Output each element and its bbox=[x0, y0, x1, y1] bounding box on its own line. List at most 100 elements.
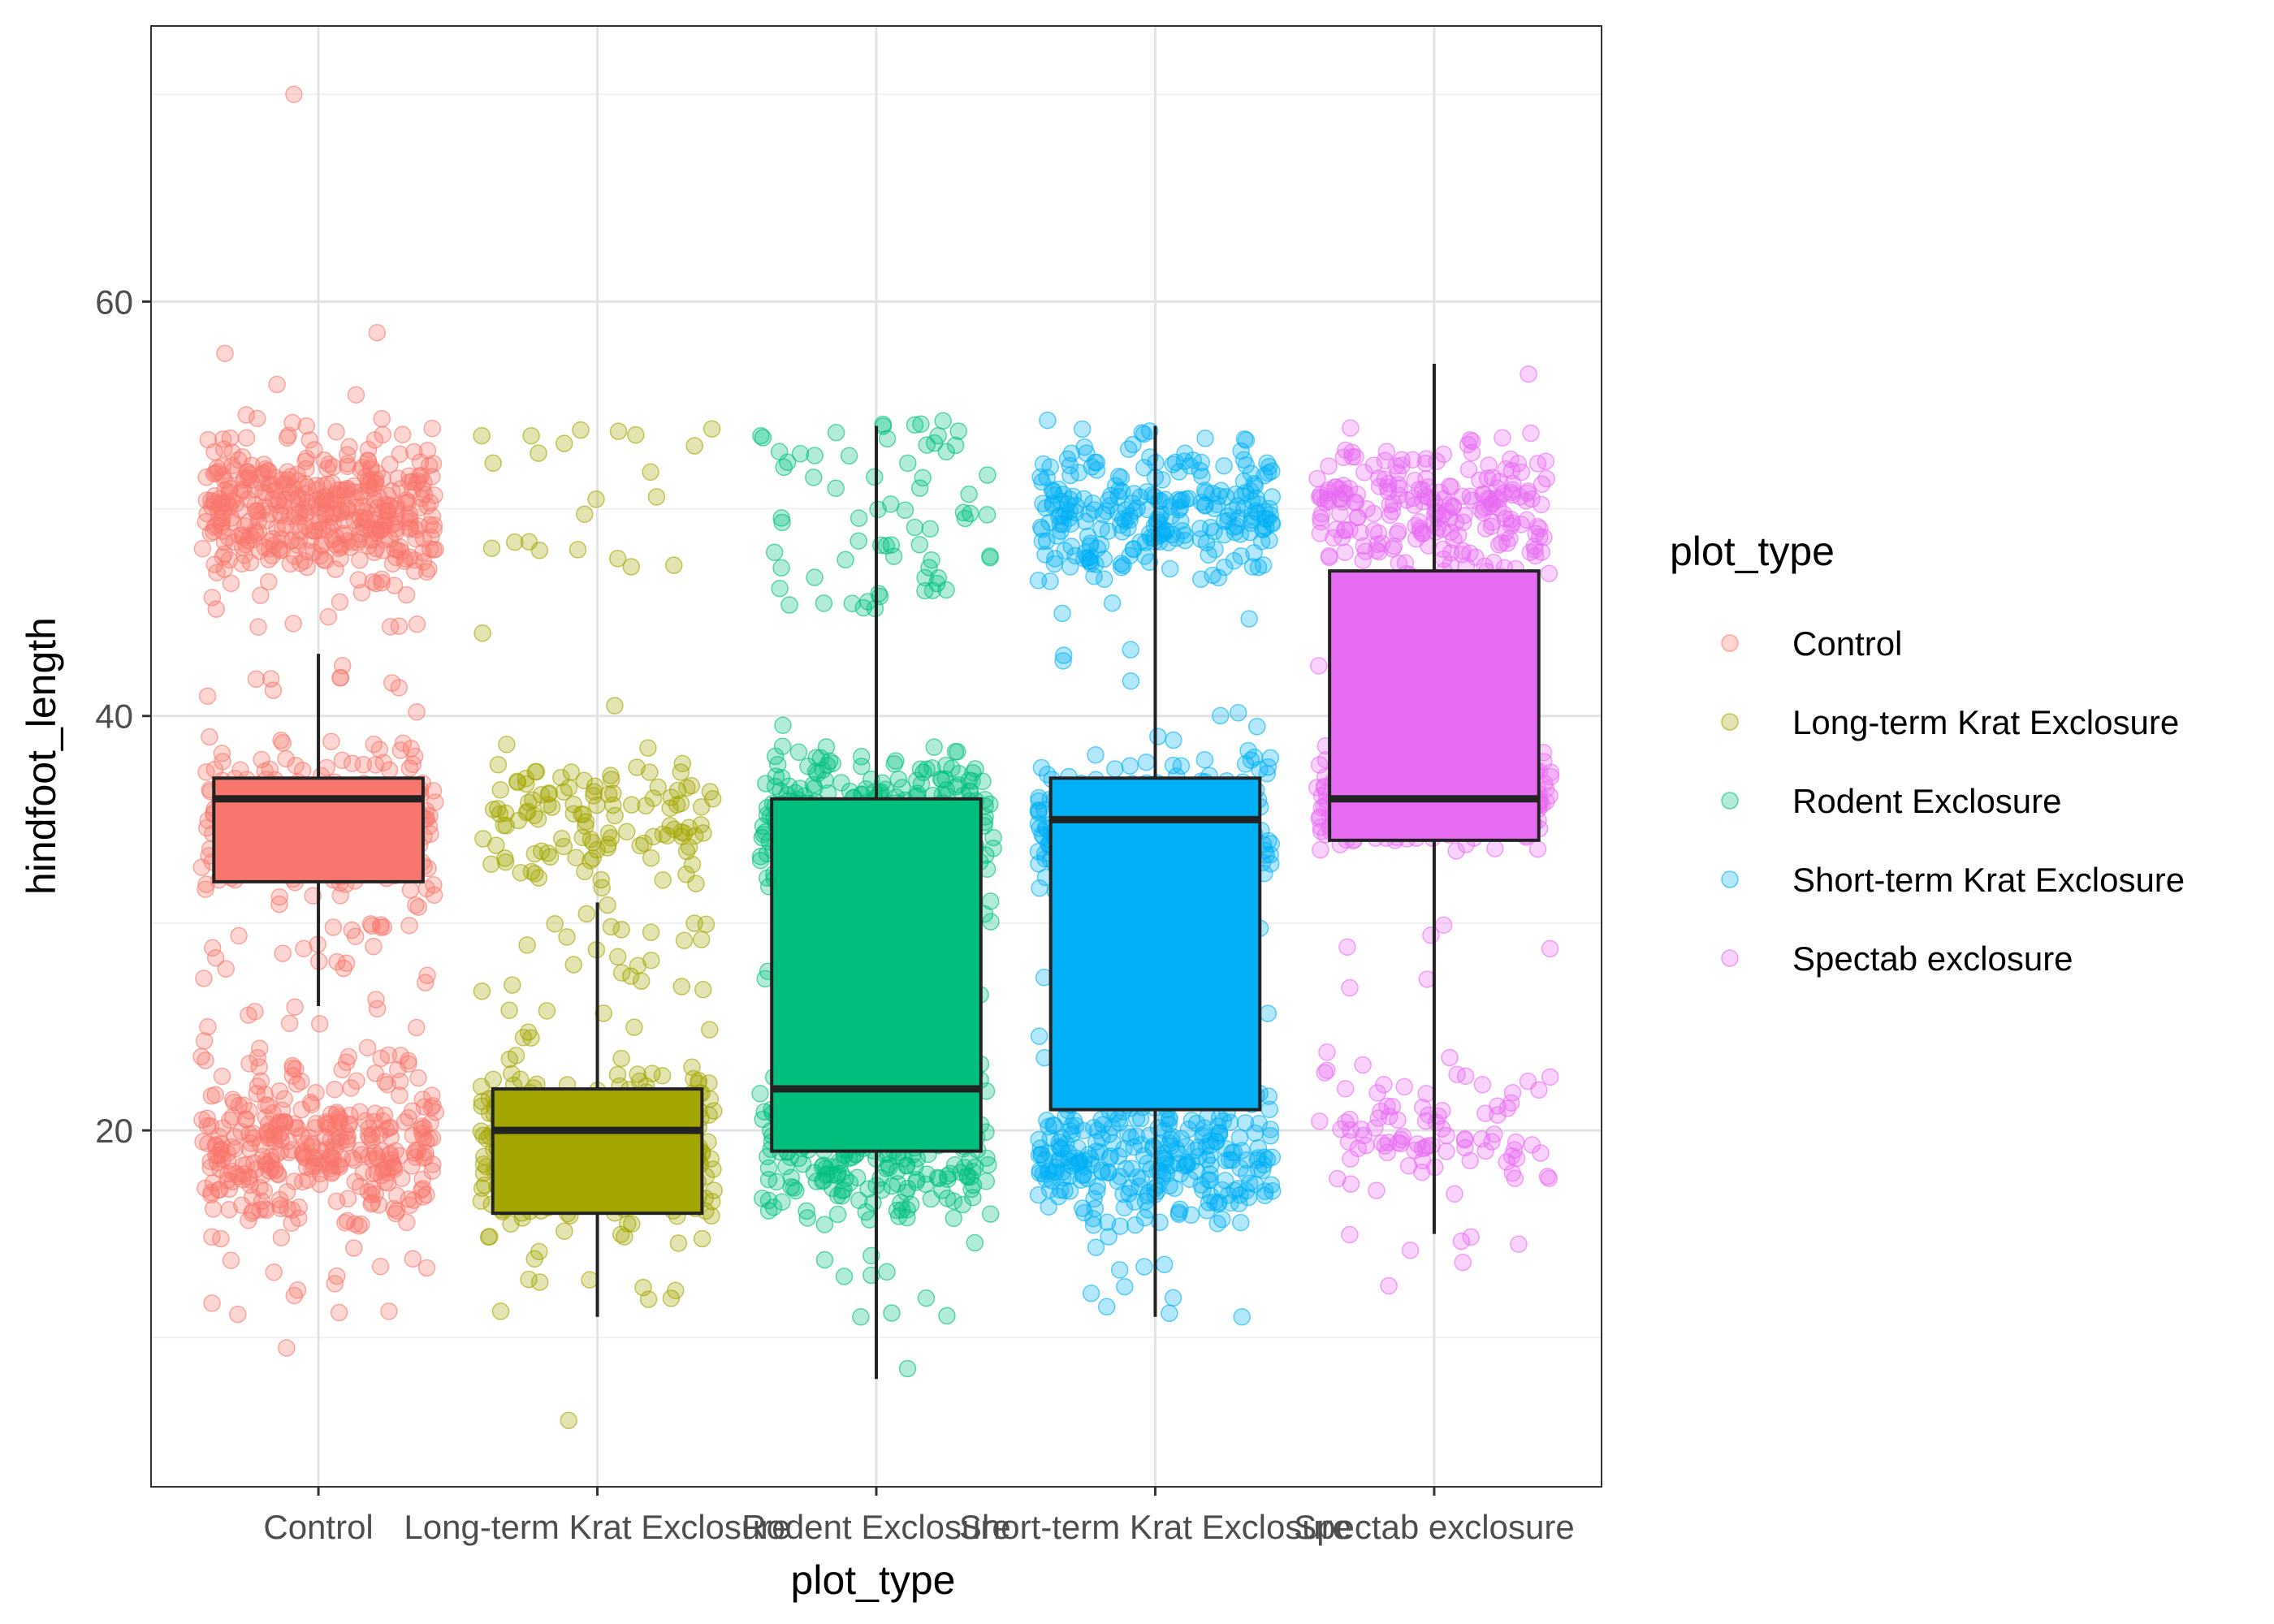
data-point bbox=[394, 734, 413, 752]
data-point bbox=[606, 806, 624, 825]
data-point bbox=[1240, 610, 1258, 628]
data-point bbox=[405, 1144, 424, 1162]
data-point bbox=[1148, 1176, 1167, 1194]
data-point bbox=[884, 547, 903, 565]
data-point bbox=[1099, 1164, 1118, 1182]
data-point bbox=[827, 479, 845, 498]
data-point bbox=[593, 879, 611, 897]
data-point bbox=[576, 862, 594, 881]
data-point bbox=[391, 538, 409, 556]
data-point bbox=[602, 918, 620, 936]
data-point bbox=[560, 1411, 577, 1430]
data-point bbox=[330, 1303, 348, 1322]
data-point bbox=[407, 529, 425, 548]
data-point bbox=[1473, 485, 1492, 503]
data-point bbox=[1062, 444, 1081, 463]
legend-label: Control bbox=[1792, 624, 1902, 663]
data-point bbox=[212, 1146, 231, 1164]
data-point bbox=[1452, 1232, 1471, 1250]
data-point bbox=[202, 1087, 221, 1105]
data-point bbox=[768, 755, 787, 774]
data-point bbox=[223, 456, 241, 474]
data-point bbox=[199, 1017, 217, 1036]
y-tick-label: 60 bbox=[95, 283, 133, 321]
data-point bbox=[1368, 1181, 1386, 1199]
data-point bbox=[216, 344, 234, 362]
data-point bbox=[1498, 1153, 1515, 1171]
data-point bbox=[474, 1155, 493, 1173]
data-point bbox=[1061, 558, 1079, 576]
data-point bbox=[923, 759, 941, 777]
data-point bbox=[1327, 520, 1346, 538]
data-point bbox=[322, 1131, 339, 1149]
data-point bbox=[237, 429, 256, 447]
data-point bbox=[866, 468, 884, 486]
data-point bbox=[1212, 482, 1230, 500]
data-point bbox=[214, 548, 232, 566]
data-point bbox=[673, 754, 692, 773]
data-point bbox=[203, 1294, 221, 1312]
data-point bbox=[278, 1339, 296, 1357]
data-point bbox=[249, 409, 266, 428]
data-point bbox=[1237, 431, 1256, 449]
data-point bbox=[532, 842, 551, 861]
data-point bbox=[270, 492, 287, 511]
data-point bbox=[339, 1047, 357, 1066]
data-point bbox=[365, 735, 383, 754]
data-point bbox=[672, 823, 690, 841]
data-point bbox=[677, 866, 695, 883]
data-point bbox=[918, 1165, 936, 1183]
data-point bbox=[1066, 503, 1085, 522]
legend-key-3 bbox=[1721, 792, 1739, 810]
data-point bbox=[1079, 1146, 1098, 1164]
data-point bbox=[1055, 646, 1073, 664]
data-point bbox=[270, 888, 288, 906]
data-point bbox=[391, 1086, 409, 1104]
data-point bbox=[359, 1182, 378, 1201]
data-point bbox=[703, 1192, 721, 1211]
data-point bbox=[1320, 457, 1338, 475]
data-point bbox=[489, 756, 508, 774]
data-point bbox=[310, 1015, 329, 1033]
data-point bbox=[642, 923, 660, 941]
data-point bbox=[552, 830, 571, 848]
data-point bbox=[335, 481, 353, 499]
data-point bbox=[401, 510, 419, 528]
data-point bbox=[1351, 523, 1370, 542]
data-point bbox=[824, 1179, 841, 1198]
x-tick-label: Spectab exclosure bbox=[1294, 1508, 1575, 1546]
data-point bbox=[1161, 1304, 1178, 1323]
data-point bbox=[1478, 469, 1497, 487]
data-point bbox=[1472, 1129, 1491, 1148]
data-point bbox=[473, 1097, 491, 1115]
data-point bbox=[697, 915, 715, 934]
data-point bbox=[351, 551, 369, 569]
data-point bbox=[1231, 1213, 1250, 1232]
data-point bbox=[639, 739, 657, 757]
data-point bbox=[1532, 495, 1550, 514]
data-point bbox=[1502, 1094, 1520, 1112]
data-point bbox=[417, 1148, 435, 1166]
data-point bbox=[413, 1091, 432, 1108]
data-point bbox=[1205, 499, 1223, 517]
data-point bbox=[351, 508, 370, 527]
data-point bbox=[625, 1018, 643, 1036]
data-point bbox=[295, 939, 313, 957]
data-point bbox=[237, 406, 255, 424]
data-point bbox=[1249, 558, 1268, 577]
data-point bbox=[388, 541, 407, 559]
data-point bbox=[253, 750, 270, 769]
data-point bbox=[1172, 1129, 1191, 1148]
data-point bbox=[479, 1228, 498, 1246]
data-point bbox=[1337, 441, 1355, 460]
data-point bbox=[472, 1078, 491, 1095]
data-point bbox=[372, 1049, 390, 1068]
data-point bbox=[519, 802, 537, 820]
data-point bbox=[1085, 1190, 1103, 1208]
data-point bbox=[1261, 1127, 1280, 1145]
data-point bbox=[685, 437, 703, 455]
data-point bbox=[293, 762, 312, 780]
y-tick-label: 40 bbox=[95, 698, 133, 736]
data-point bbox=[586, 777, 604, 796]
data-point bbox=[1260, 831, 1278, 850]
